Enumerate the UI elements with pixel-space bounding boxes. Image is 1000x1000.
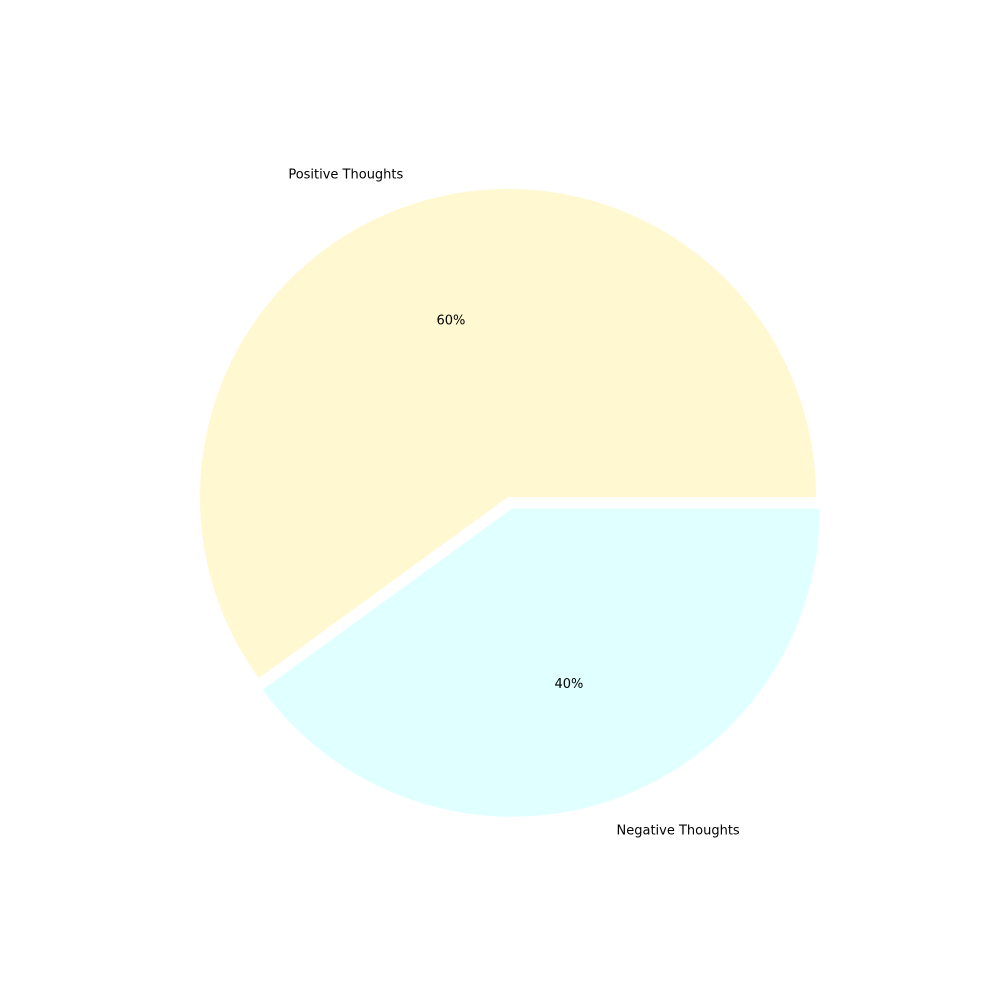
percent-label-positive-thoughts: 60% (436, 314, 465, 329)
slice-label-negative-thoughts: Negative Thoughts (617, 823, 740, 838)
pie-labels: Positive Thoughts 60% Negative Thoughts 40% (288, 167, 740, 838)
pie-slice-negative-thoughts (262, 508, 820, 817)
pie-slices (199, 188, 820, 817)
percent-label-negative-thoughts: 40% (554, 677, 583, 692)
pie-slice-positive-thoughts (199, 188, 817, 679)
slice-label-positive-thoughts: Positive Thoughts (288, 167, 403, 182)
